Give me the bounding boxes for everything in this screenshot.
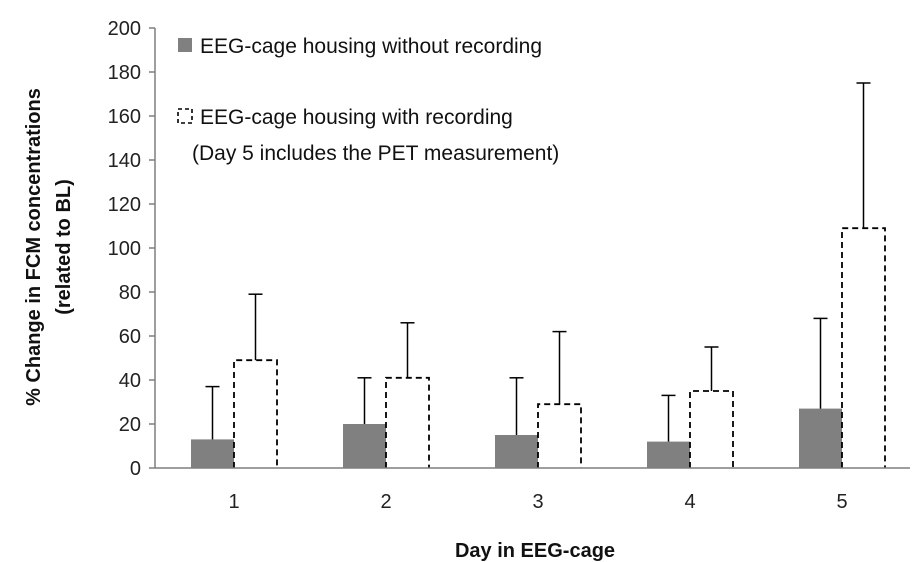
legend: EEG-cage housing without recording EEG-c… [177, 35, 559, 165]
legend-label-with-recording: EEG-cage housing with recording [200, 106, 513, 129]
bar-with-recording [233, 359, 278, 468]
x-tick-label: 2 [380, 491, 391, 513]
y-tick-label: 80 [119, 282, 141, 304]
y-tick-label: 120 [108, 194, 141, 216]
y-tick-label: 40 [119, 370, 141, 392]
y-tick-label: 160 [108, 106, 141, 128]
x-tick-label: 3 [532, 491, 543, 513]
x-axis-title: Day in EEG-cage [455, 540, 615, 562]
legend-swatch-without-recording [178, 38, 192, 52]
legend-swatch-with-recording [177, 108, 193, 124]
y-axis-title-line2: (related to BL) [53, 179, 75, 315]
bar-with-recording [537, 403, 582, 468]
y-axis-ticks: 0 20 40 60 80 100 120 140 160 180 200 [108, 18, 155, 480]
x-tick-label: 1 [228, 491, 239, 513]
bar-with-recording [689, 390, 734, 468]
legend-label-with-recording-note: (Day 5 includes the PET measurement) [192, 142, 559, 165]
y-tick-label: 0 [130, 458, 141, 480]
x-tick-label: 4 [684, 491, 695, 513]
bar-without-recording [647, 441, 690, 468]
legend-label-without-recording: EEG-cage housing without recording [200, 35, 542, 58]
y-tick-label: 20 [119, 414, 141, 436]
bar-without-recording [495, 435, 538, 468]
error-bars [205, 82, 871, 442]
y-tick-label: 60 [119, 326, 141, 348]
bar-without-recording [799, 408, 842, 468]
y-tick-label: 140 [108, 150, 141, 172]
bar-without-recording [191, 439, 234, 468]
bar-with-recording [841, 227, 886, 468]
bars [191, 227, 886, 468]
x-axis-ticks: 1 2 3 4 5 [228, 491, 847, 513]
bar-with-recording [385, 376, 430, 468]
y-tick-label: 180 [108, 62, 141, 84]
y-axis-title-line1: % Change in FCM concentrations [23, 88, 45, 406]
x-tick-label: 5 [836, 491, 847, 513]
y-tick-label: 200 [108, 18, 141, 40]
bar-without-recording [343, 424, 386, 468]
y-tick-label: 100 [108, 238, 141, 260]
